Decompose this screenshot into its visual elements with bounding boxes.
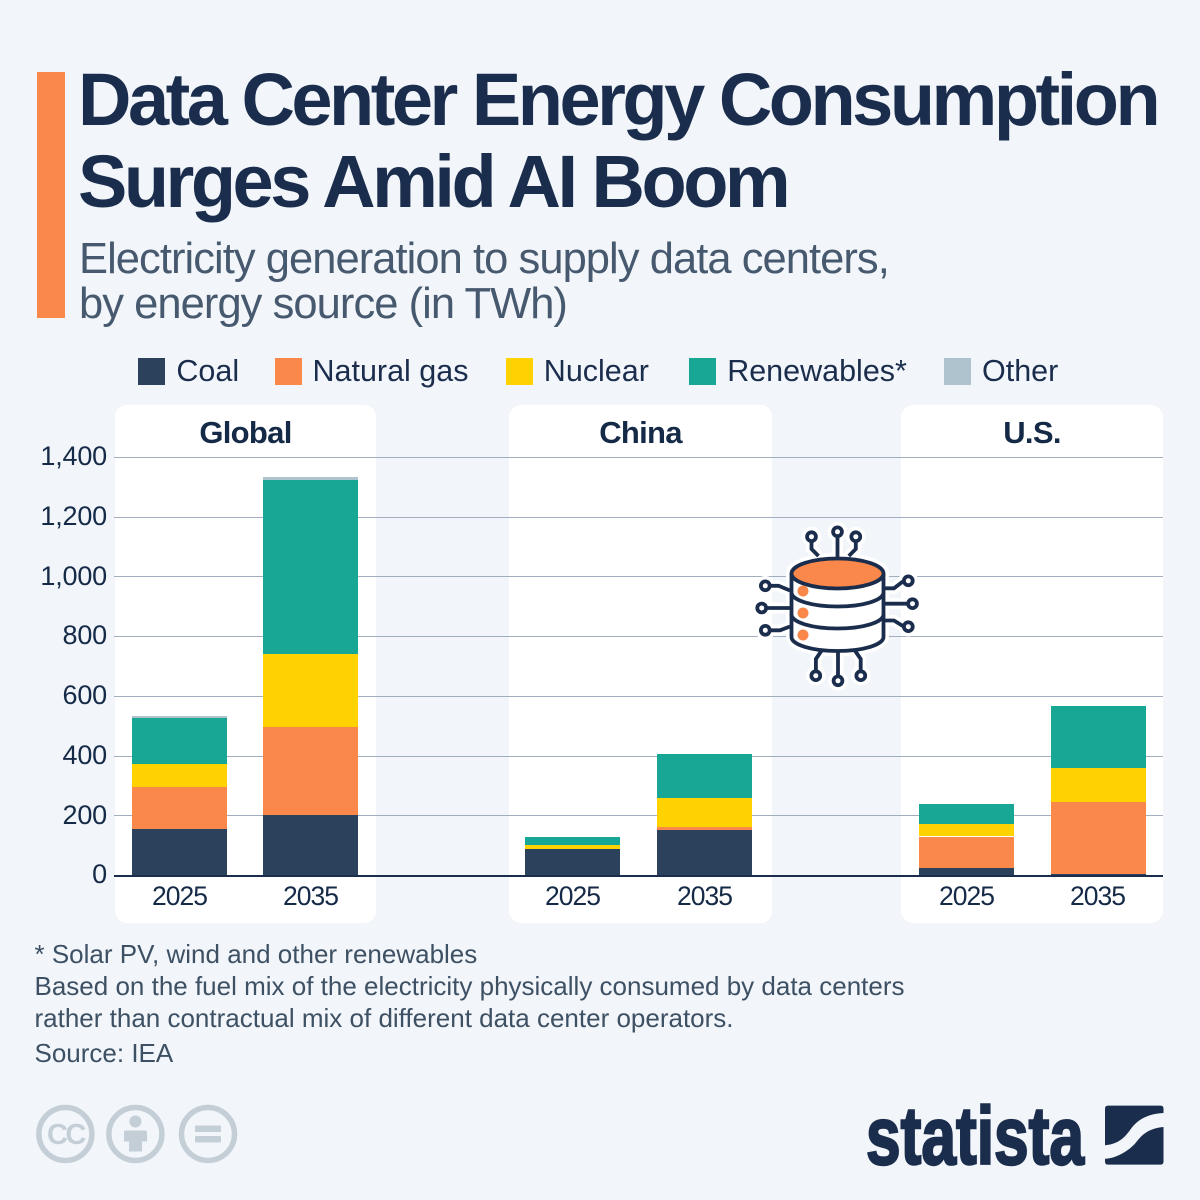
- svg-text:CC: CC: [47, 1119, 86, 1151]
- svg-text:statista: statista: [866, 1091, 1085, 1180]
